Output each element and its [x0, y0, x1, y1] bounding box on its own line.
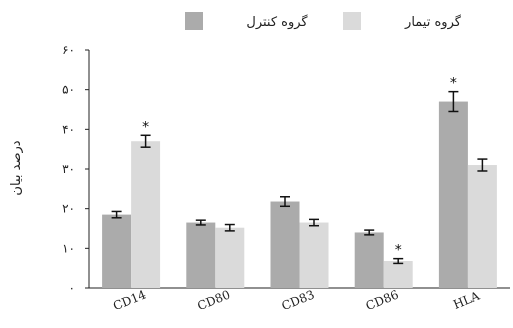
significance-marker: * — [395, 243, 402, 259]
bar — [299, 222, 329, 288]
y-tick-label: ۱۰ — [62, 241, 75, 255]
legend-label: گروه تیمار — [404, 14, 462, 30]
y-tick-label: ۵۰ — [62, 83, 75, 97]
category-label: CD83 — [280, 287, 317, 313]
category-label: CD14 — [111, 287, 148, 313]
y-axis-label: درصد بیان — [9, 140, 24, 195]
y-tick-label: ۲۰ — [62, 202, 75, 216]
bar — [186, 222, 216, 288]
y-tick-label: ۶۰ — [62, 43, 75, 57]
category-label: HLA — [451, 289, 482, 312]
significance-marker: * — [450, 76, 457, 92]
y-tick-label: ۴۰ — [62, 122, 75, 136]
category-labels: CD14 CD80 CD83 CD86 HLA — [111, 287, 482, 313]
category-label: CD80 — [195, 287, 232, 313]
y-tick-label: ۳۰ — [62, 162, 75, 176]
bar — [438, 101, 468, 288]
legend: گروه کنترل گروه تیمار — [185, 12, 462, 30]
bar — [215, 227, 245, 288]
bar — [102, 214, 132, 288]
bar — [131, 141, 161, 288]
legend-swatch — [185, 12, 203, 30]
bar — [270, 201, 300, 288]
bar — [354, 232, 384, 288]
bars: * * * — [102, 76, 497, 288]
bar — [383, 261, 413, 288]
legend-swatch — [343, 12, 361, 30]
significance-marker: * — [142, 119, 149, 135]
bar — [467, 165, 497, 288]
y-tick-label: ۰ — [69, 281, 75, 295]
legend-label: گروه کنترل — [246, 14, 308, 30]
category-label: CD86 — [364, 287, 401, 313]
